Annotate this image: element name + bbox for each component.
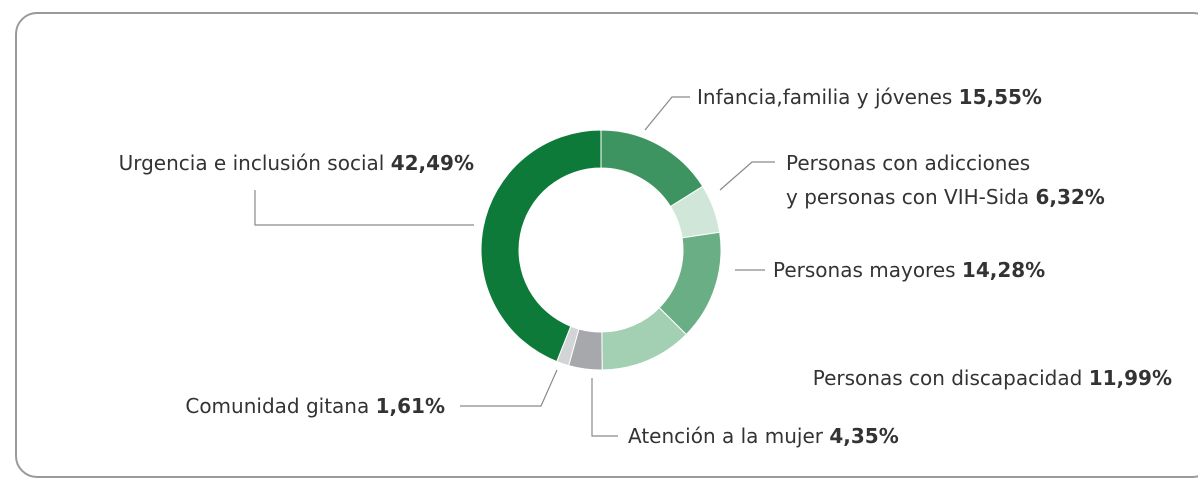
category-label: Infancia,familia y jóvenes xyxy=(697,85,953,109)
category-label: Comunidad gitana xyxy=(185,394,370,418)
data-label: Personas con adicciones y personas con V… xyxy=(786,146,1105,214)
data-label: Comunidad gitana 1,61% xyxy=(185,389,445,423)
data-label: Atención a la mujer 4,35% xyxy=(628,419,899,453)
category-label: Personas con adicciones y personas con V… xyxy=(786,151,1031,209)
leader-line xyxy=(254,190,474,226)
data-label: Personas mayores 14,28% xyxy=(773,253,1045,287)
category-label: Personas con discapacidad xyxy=(812,366,1083,390)
donut-segment xyxy=(600,129,704,208)
donut-segment xyxy=(480,129,602,363)
value-label: 14,28% xyxy=(961,258,1046,282)
value-label: 1,61% xyxy=(375,394,445,418)
category-label: Personas mayores xyxy=(773,258,956,282)
value-label: 11,99% xyxy=(1088,366,1172,390)
value-label: 42,49% xyxy=(390,151,474,175)
category-label: Urgencia e inclusión social xyxy=(118,151,385,175)
data-label: Personas con discapacidad 11,99% xyxy=(813,361,1172,395)
leaders xyxy=(254,96,775,437)
data-label: Infancia,familia y jóvenes 15,55% xyxy=(697,80,1042,114)
card xyxy=(15,12,1198,478)
value-label: 6,32% xyxy=(1035,185,1105,209)
data-label: Urgencia e inclusión social 42,49% xyxy=(119,146,474,180)
value-label: 15,55% xyxy=(958,85,1042,109)
leader-line xyxy=(460,369,558,407)
leader-line xyxy=(644,96,690,131)
leader-line xyxy=(591,378,618,437)
value-label: 4,35% xyxy=(829,424,899,448)
leader-line xyxy=(719,161,775,191)
category-label: Atención a la mujer xyxy=(628,424,823,448)
